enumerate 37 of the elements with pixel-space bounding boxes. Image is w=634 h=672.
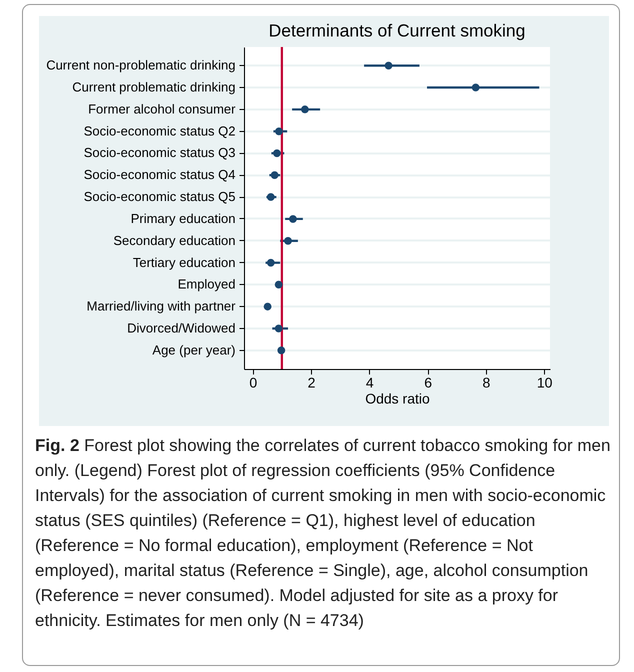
point bbox=[384, 62, 392, 70]
y-tick-label: Age (per year) bbox=[152, 342, 236, 358]
y-tick-label: Divorced/Widowed bbox=[127, 320, 236, 336]
point bbox=[301, 106, 309, 114]
point bbox=[264, 302, 272, 310]
x-axis-title: Odds ratio bbox=[365, 390, 430, 406]
x-tick-label: 4 bbox=[366, 374, 374, 390]
y-tick-label: Primary education bbox=[130, 210, 236, 226]
point bbox=[266, 193, 275, 201]
point bbox=[284, 236, 292, 245]
y-tick-label: Socio-economic status Q5 bbox=[84, 189, 236, 204]
x-tick-label: 2 bbox=[308, 374, 316, 390]
y-tick-label: Former alcohol consumer bbox=[88, 101, 236, 116]
point bbox=[472, 84, 480, 92]
point bbox=[274, 280, 283, 289]
y-tick-label: Secondary education bbox=[113, 232, 236, 248]
y-tick-label: Socio-economic status Q3 bbox=[84, 145, 236, 160]
point bbox=[273, 149, 281, 158]
y-tick-label: Current non-problematic drinking bbox=[46, 58, 236, 73]
y-tick-label: Married/living with partner bbox=[86, 298, 236, 314]
x-tick-label: 10 bbox=[536, 374, 553, 390]
y-tick-label: Tertiary education bbox=[132, 254, 236, 270]
y-tick-label: Socio-economic status Q4 bbox=[84, 167, 236, 182]
chart-title: Determinants of Current smoking bbox=[268, 20, 526, 40]
x-tick-label: 0 bbox=[249, 374, 258, 390]
point bbox=[275, 127, 283, 136]
x-tick-label: 8 bbox=[482, 374, 490, 390]
point bbox=[266, 258, 275, 267]
point bbox=[277, 346, 286, 354]
point bbox=[289, 215, 297, 223]
point bbox=[270, 171, 278, 180]
point bbox=[274, 324, 283, 332]
text: Fig. 2 Forest plot showing the correlates of current tobacco smoking for men only. (Legend) Forest plot of regression coefficients (95% Confidence Intervals) for the association of current smoking in men with socio-economic status (SES quintiles) (Reference = Q1), highest level of education (Reference = No formal education), employment (Reference = Not employed), marital status (Reference = Single), age, alcohol consumption (Reference = never consumed). Model adjusted for site as a proxy for ethnicity. Estimates for men only (N = 4734) bbox=[35, 436, 610, 630]
y-tick-label: Socio-economic status Q2 bbox=[84, 123, 236, 138]
y-tick-label: Employed bbox=[178, 276, 236, 292]
x-tick-label: 6 bbox=[424, 374, 432, 390]
y-tick-label: Current problematic drinking bbox=[72, 80, 236, 95]
